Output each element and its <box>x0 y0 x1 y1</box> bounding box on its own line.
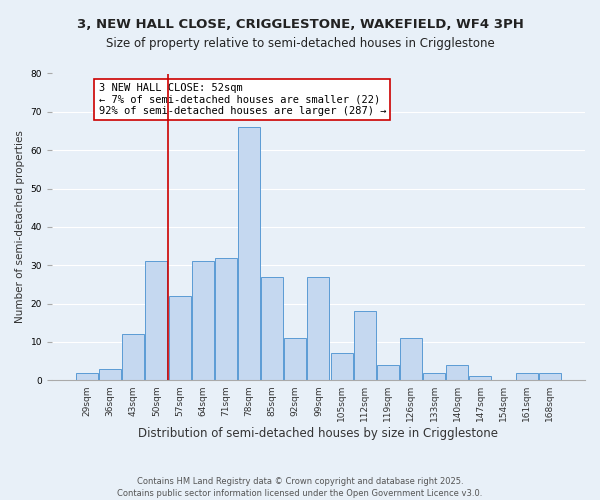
Y-axis label: Number of semi-detached properties: Number of semi-detached properties <box>15 130 25 324</box>
Text: Size of property relative to semi-detached houses in Crigglestone: Size of property relative to semi-detach… <box>106 38 494 51</box>
Bar <box>238 127 260 380</box>
Bar <box>400 338 422 380</box>
Bar <box>515 372 538 380</box>
Bar <box>377 365 399 380</box>
Bar <box>331 354 353 380</box>
Bar <box>99 368 121 380</box>
Bar <box>169 296 191 380</box>
Bar <box>423 372 445 380</box>
Bar <box>76 372 98 380</box>
Bar <box>284 338 306 380</box>
Text: 3 NEW HALL CLOSE: 52sqm
← 7% of semi-detached houses are smaller (22)
92% of sem: 3 NEW HALL CLOSE: 52sqm ← 7% of semi-det… <box>98 83 386 116</box>
Bar <box>215 258 237 380</box>
Bar <box>539 372 561 380</box>
Bar <box>353 311 376 380</box>
Bar <box>469 376 491 380</box>
Bar <box>446 365 468 380</box>
Bar <box>122 334 144 380</box>
Bar <box>261 276 283 380</box>
Text: Contains HM Land Registry data © Crown copyright and database right 2025.
Contai: Contains HM Land Registry data © Crown c… <box>118 476 482 498</box>
Bar <box>145 262 167 380</box>
Bar <box>307 276 329 380</box>
Text: 3, NEW HALL CLOSE, CRIGGLESTONE, WAKEFIELD, WF4 3PH: 3, NEW HALL CLOSE, CRIGGLESTONE, WAKEFIE… <box>77 18 523 30</box>
Bar <box>192 262 214 380</box>
X-axis label: Distribution of semi-detached houses by size in Crigglestone: Distribution of semi-detached houses by … <box>139 427 499 440</box>
